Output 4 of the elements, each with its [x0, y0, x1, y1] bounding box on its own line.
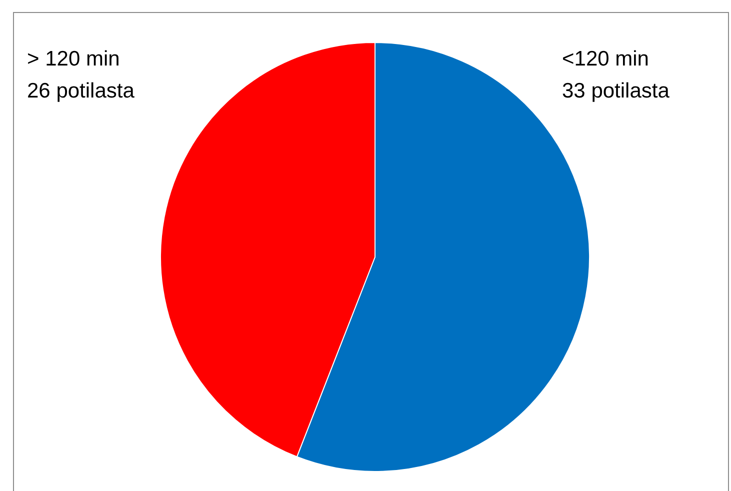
slice-label: > 120 min: [27, 47, 120, 70]
data-label: 26 potilasta: [27, 79, 135, 102]
slice-label: <120 min: [562, 47, 649, 70]
data-label: 33 potilasta: [562, 79, 670, 102]
